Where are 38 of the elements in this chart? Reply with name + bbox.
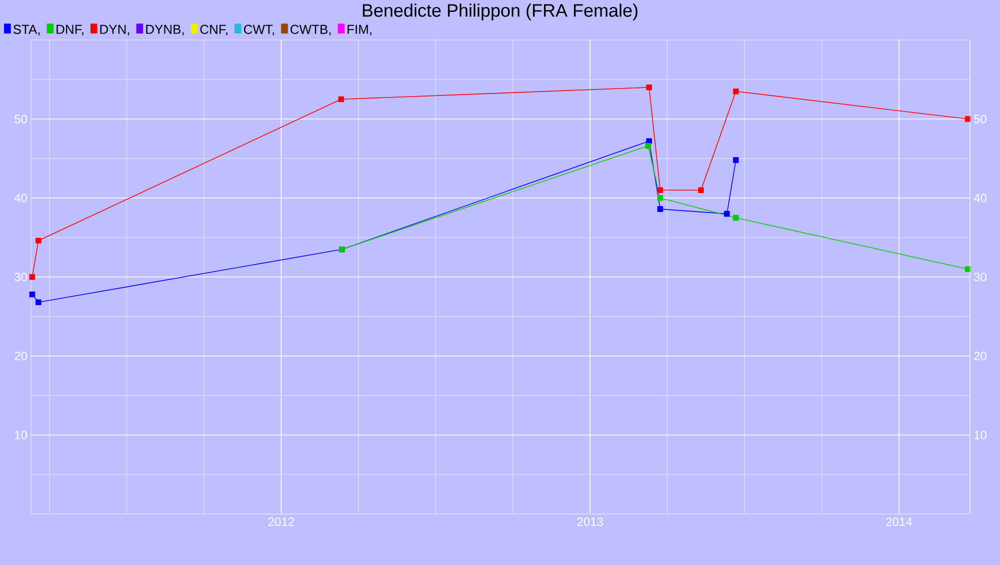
point xyxy=(657,187,664,193)
x-tick-label: 2014 xyxy=(886,518,912,526)
point xyxy=(698,187,704,193)
y-tick-label: 20 xyxy=(14,352,28,360)
point xyxy=(724,210,730,217)
point xyxy=(338,96,344,102)
legend-label: CNF, xyxy=(200,24,228,36)
point xyxy=(29,291,36,298)
point xyxy=(36,238,42,244)
legend-label: STA, xyxy=(13,24,40,36)
legend-label: DNF, xyxy=(56,24,84,36)
legend-label: FIM, xyxy=(348,24,372,36)
y2-tick-label: 50 xyxy=(974,114,986,124)
y-tick-label: 30 xyxy=(14,272,28,282)
x-tick-label: 2013 xyxy=(577,518,603,526)
point xyxy=(732,214,739,221)
y2-tick-label: 10 xyxy=(974,430,986,440)
point xyxy=(645,142,652,149)
legend-label: CWTB, xyxy=(290,24,331,36)
chart-title: Benedicte Philippon (FRA Female) xyxy=(362,4,638,20)
point xyxy=(29,274,36,280)
y2-tick-label: 20 xyxy=(974,352,986,360)
legend-label: CWT, xyxy=(244,24,274,36)
point xyxy=(646,84,652,90)
x-tick-label: 2012 xyxy=(268,518,294,526)
y-tick-label: 10 xyxy=(15,430,28,440)
point xyxy=(36,299,42,306)
y2-tick-label: 40 xyxy=(974,194,986,202)
legend-label: DYNB, xyxy=(146,24,184,36)
y-tick-label: 40 xyxy=(14,194,28,202)
point xyxy=(732,157,739,163)
y-tick-label: 50 xyxy=(14,114,28,124)
point xyxy=(646,138,652,144)
point xyxy=(657,206,664,212)
point xyxy=(732,88,739,94)
point xyxy=(657,195,664,201)
legend-label: DYN, xyxy=(100,24,130,36)
y2-tick-label: 30 xyxy=(974,272,986,282)
